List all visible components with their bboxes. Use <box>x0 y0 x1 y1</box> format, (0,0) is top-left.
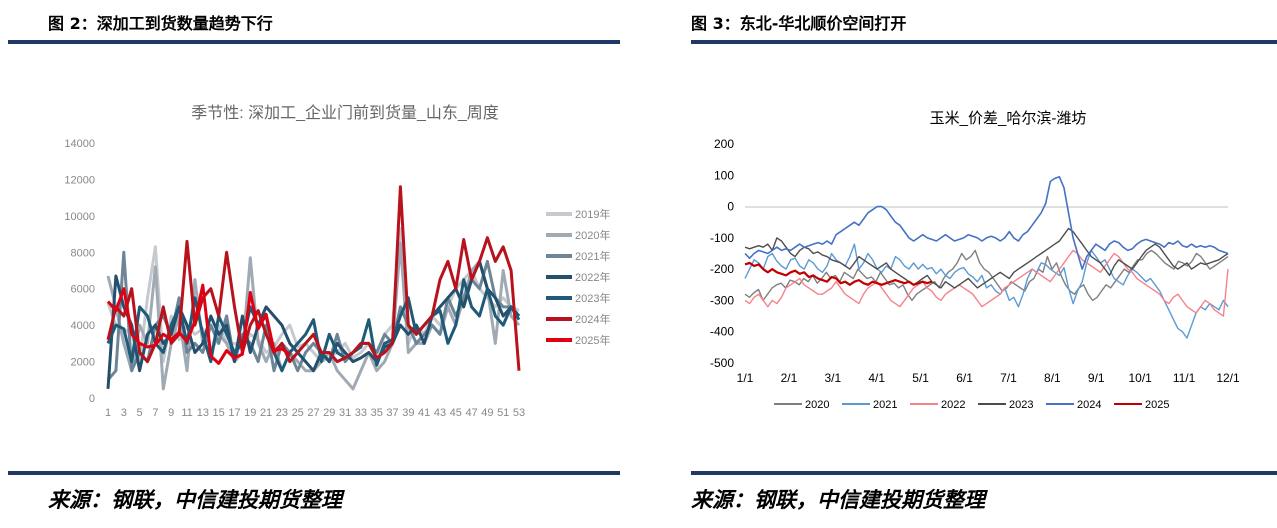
series-line-2024年 <box>106 185 521 371</box>
y-tick-label: -100 <box>710 231 734 245</box>
x-tick-label: 11 <box>181 407 192 419</box>
x-tick-label: 21 <box>260 407 272 419</box>
x-tick-label: 9 <box>168 407 174 419</box>
spread-line-chart: 玉米_价差_哈尔滨-潍坊2001000-100-200-300-400-5001… <box>710 110 1240 411</box>
y-tick-label: -400 <box>710 325 734 339</box>
bottom-rule <box>8 471 620 475</box>
y-tick-label: 8000 <box>71 247 95 259</box>
legend-label: 2019年 <box>575 207 610 221</box>
seasonal-line-chart: 季节性: 深加工_企业门前到货量_山东_周度 0 2000 4000 6000 8000 1… <box>64 104 610 419</box>
y-tick-label: 12000 <box>64 174 95 186</box>
x-tick-label: 1 <box>105 407 111 419</box>
legend-label: 2025 <box>1145 399 1169 411</box>
bottom-rule <box>691 471 1277 475</box>
x-tick-label: 15 <box>213 407 225 419</box>
x-tick-label: 9/1 <box>1088 371 1105 385</box>
x-tick-label: 45 <box>450 407 462 419</box>
legend-label: 2020年 <box>575 228 610 242</box>
legend-label: 2021 <box>873 399 897 411</box>
figure-caption: 图 2：深加工到货数量趋势下行 <box>48 14 273 33</box>
series-line-2021 <box>744 243 1229 339</box>
x-tick-label: 47 <box>465 407 477 419</box>
x-tick-label: 12/1 <box>1216 371 1240 385</box>
y-tick-label: -300 <box>710 293 734 307</box>
series-line-2025 <box>744 261 933 286</box>
y-tick-label: 0 <box>89 393 95 405</box>
x-tick-label: 2/1 <box>781 371 798 385</box>
x-tick-label: 53 <box>513 407 525 419</box>
y-tick-label: 0 <box>727 200 734 214</box>
x-tick-label: 35 <box>371 407 383 419</box>
series-line-2023 <box>744 227 1229 289</box>
x-tick-label: 4/1 <box>868 371 885 385</box>
top-rule <box>691 40 1277 44</box>
x-tick-label: 41 <box>418 407 430 419</box>
chart-title: 季节性: 深加工_企业门前到货量_山东_周度 <box>191 104 499 122</box>
series-line-2025年 <box>106 283 291 365</box>
x-tick-label: 7 <box>152 407 158 419</box>
x-tick-label: 8/1 <box>1044 371 1061 385</box>
legend-label: 2023年 <box>575 291 610 305</box>
series-line-2023年 <box>106 278 521 373</box>
x-tick-label: 39 <box>402 407 414 419</box>
figure-3-panel: 图 3：东北-华北顺价空间打开 玉米_价差_哈尔滨-潍坊 200 100 0 -100 -… <box>638 0 1277 528</box>
x-tick-label: 6/1 <box>956 371 973 385</box>
x-tick-label: 7/1 <box>1000 371 1017 385</box>
source-note: 来源：钢联，中信建投期货整理 <box>48 487 342 512</box>
y-tick-label: -200 <box>710 262 734 276</box>
x-tick-label: 49 <box>481 407 493 419</box>
top-rule <box>8 40 620 44</box>
y-tick-label: 6000 <box>71 284 95 296</box>
legend-label: 2024年 <box>575 312 610 326</box>
y-tick-label: 4000 <box>71 320 95 332</box>
y-tick-label: 2000 <box>71 357 95 369</box>
x-tick-label: 13 <box>197 407 209 419</box>
y-tick-label: 100 <box>714 168 734 182</box>
series-line-2022 <box>744 249 1229 317</box>
source-note: 来源：钢联，中信建投期货整理 <box>691 487 985 512</box>
x-tick-label: 43 <box>434 407 446 419</box>
series-line-2024 <box>744 176 1229 270</box>
x-tick-label: 11/1 <box>1173 371 1196 385</box>
x-tick-label: 23 <box>276 407 288 419</box>
series-line-2020 <box>744 249 1229 302</box>
x-tick-label: 17 <box>228 407 240 419</box>
chart-title: 玉米_价差_哈尔滨-潍坊 <box>930 110 1087 127</box>
x-tick-label: 5/1 <box>912 371 929 385</box>
figure-caption: 图 3：东北-华北顺价空间打开 <box>691 14 907 33</box>
legend-label: 2023 <box>1009 399 1033 411</box>
x-tick-label: 25 <box>292 407 304 419</box>
x-tick-label: 19 <box>244 407 256 419</box>
y-tick-label: 200 <box>714 137 734 151</box>
y-tick-label: 14000 <box>64 138 95 150</box>
legend-label: 2022 <box>941 399 965 411</box>
x-tick-label: 37 <box>386 407 398 419</box>
x-tick-label: 33 <box>355 407 367 419</box>
legend-label: 2024 <box>1077 399 1101 411</box>
x-tick-label: 3 <box>121 407 127 419</box>
x-tick-label: 5 <box>137 407 143 419</box>
legend-label: 2025年 <box>575 333 610 347</box>
legend-label: 2021年 <box>575 249 610 263</box>
legend-label: 2020 <box>805 399 829 411</box>
x-tick-label: 51 <box>497 407 509 419</box>
x-tick-label: 27 <box>307 407 319 419</box>
x-tick-label: 10/1 <box>1129 371 1153 385</box>
x-tick-label: 1/1 <box>737 371 754 385</box>
legend-label: 2022年 <box>575 270 610 284</box>
x-tick-label: 3/1 <box>824 371 841 385</box>
figure-2-panel: 图 2：深加工到货数量趋势下行 季节性: 深加工_企业门前到货量_山东_周度 0 2… <box>0 0 638 528</box>
x-tick-label: 31 <box>339 407 351 419</box>
y-tick-label: 10000 <box>64 211 95 223</box>
x-tick-label: 29 <box>323 407 335 419</box>
y-tick-label: -500 <box>710 356 734 370</box>
